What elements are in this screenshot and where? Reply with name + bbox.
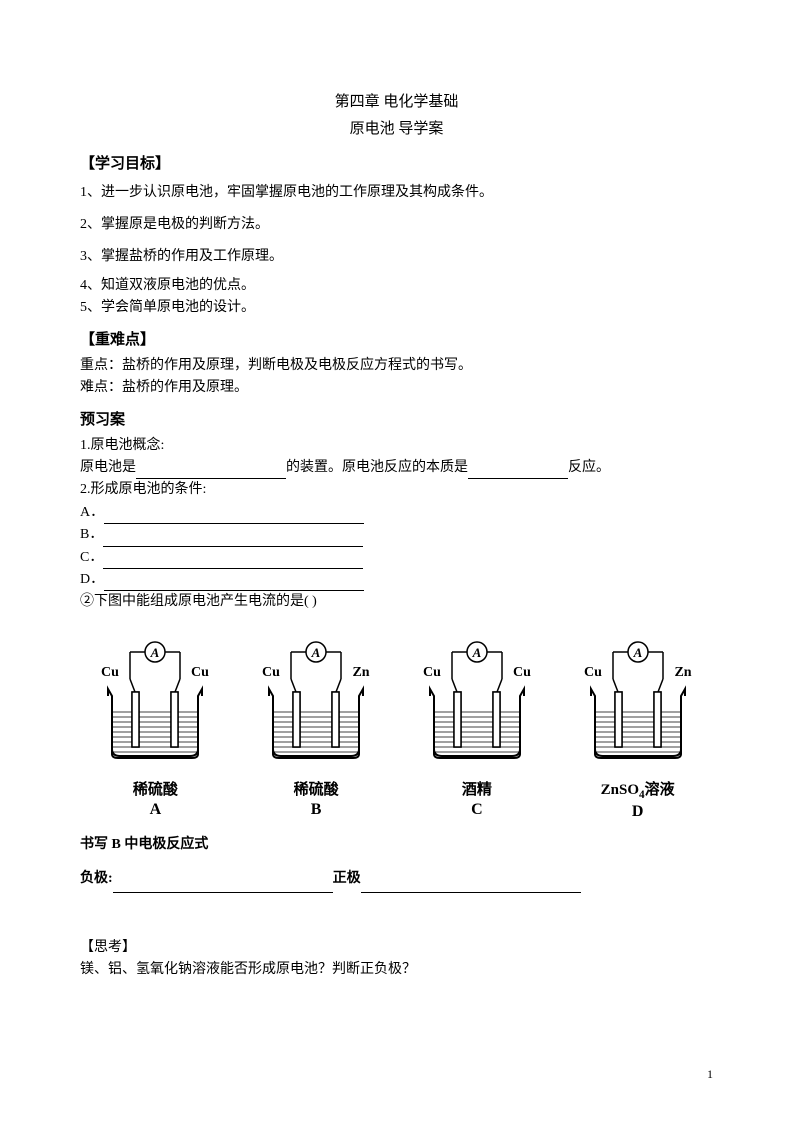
cell-diagram: A Cu Zn ZnSO4溶液 D xyxy=(562,634,713,821)
option-a: A． xyxy=(80,502,713,524)
objective-item: 4、知道双液原电池的优点。 xyxy=(80,275,713,297)
svg-text:Cu: Cu xyxy=(262,665,280,680)
q1-mid: 的装置。原电池反应的本质是 xyxy=(286,460,468,475)
cell-diagram: A Cu Cu 稀硫酸 A xyxy=(80,634,231,821)
preview-head: 预习案 xyxy=(80,408,713,429)
q1-line: 原电池是 的装置。原电池反应的本质是 反应。 xyxy=(80,457,713,479)
svg-text:Cu: Cu xyxy=(101,665,119,680)
option-label: B． xyxy=(80,527,103,542)
blank-fill[interactable] xyxy=(104,507,364,524)
chapter-title: 第四章 电化学基础 xyxy=(80,90,713,111)
blank-fill[interactable] xyxy=(103,530,363,547)
keypoint-difficult: 难点：盐桥的作用及原理。 xyxy=(80,377,713,399)
svg-text:Zn: Zn xyxy=(674,665,691,680)
svg-text:A: A xyxy=(311,645,321,660)
solution-label: 稀硫酸 xyxy=(80,778,231,799)
svg-text:Cu: Cu xyxy=(423,665,441,680)
svg-text:A: A xyxy=(472,645,482,660)
option-label: D． xyxy=(80,572,104,587)
objective-item: 3、掌握盐桥的作用及工作原理。 xyxy=(80,243,713,271)
blank-fill[interactable] xyxy=(136,463,286,480)
svg-text:A: A xyxy=(150,645,160,660)
q1-prefix: 原电池是 xyxy=(80,460,136,475)
option-b: B． xyxy=(80,524,713,546)
objective-item: 2、掌握原是电极的判断方法。 xyxy=(80,211,713,239)
svg-text:A: A xyxy=(632,645,642,660)
think-head: 【思考】 xyxy=(80,937,713,959)
diagram-letter: A xyxy=(80,801,231,819)
svg-text:Zn: Zn xyxy=(353,665,370,680)
cell-diagram: A Cu Zn 稀硫酸 B xyxy=(241,634,392,821)
page-number: 1 xyxy=(707,1067,713,1082)
electrode-line: 负极: 正极 xyxy=(80,865,713,893)
blank-fill[interactable] xyxy=(104,575,364,592)
option-label: A． xyxy=(80,505,104,520)
diagram-letter: B xyxy=(241,801,392,819)
option-label: C． xyxy=(80,550,103,565)
neg-label: 负极: xyxy=(80,871,113,886)
q2-question: ②下图中能组成原电池产生电流的是( ) xyxy=(80,591,713,613)
pos-label: 正极 xyxy=(333,871,361,886)
solution-label: 酒精 xyxy=(402,778,553,799)
objective-item: 1、进一步认识原电池，牢固掌握原电池的工作原理及其构成条件。 xyxy=(80,179,713,207)
q1-label: 1.原电池概念: xyxy=(80,435,713,457)
q2-label: 2.形成原电池的条件: xyxy=(80,479,713,501)
objective-item: 5、学会简单原电池的设计。 xyxy=(80,297,713,319)
solution-label: 稀硫酸 xyxy=(241,778,392,799)
diagram-letter: D xyxy=(562,803,713,821)
svg-text:Cu: Cu xyxy=(584,665,602,680)
electrode-head: 书写 B 中电极反应式 xyxy=(80,831,713,859)
blank-fill[interactable] xyxy=(361,876,581,893)
solution-label: ZnSO4溶液 xyxy=(562,778,713,801)
option-c: C． xyxy=(80,547,713,569)
diagrams-row: A Cu Cu 稀硫酸 A A Cu Zn xyxy=(80,634,713,821)
diagram-letter: C xyxy=(402,801,553,819)
keypoints-head: 【重难点】 xyxy=(80,328,713,349)
svg-text:Cu: Cu xyxy=(191,665,209,680)
q1-suffix: 反应。 xyxy=(568,460,610,475)
blank-fill[interactable] xyxy=(468,463,568,480)
blank-fill[interactable] xyxy=(103,552,363,569)
blank-fill[interactable] xyxy=(113,876,333,893)
objectives-head: 【学习目标】 xyxy=(80,152,713,173)
cell-diagram: A Cu Cu 酒精 C xyxy=(402,634,553,821)
keypoint-focus: 重点：盐桥的作用及原理，判断电极及电极反应方程式的书写。 xyxy=(80,355,713,377)
subtitle: 原电池 导学案 xyxy=(80,117,713,138)
think-q: 镁、铝、氢氧化钠溶液能否形成原电池？判断正负极？ xyxy=(80,959,713,981)
option-d: D． xyxy=(80,569,713,591)
svg-text:Cu: Cu xyxy=(513,665,531,680)
